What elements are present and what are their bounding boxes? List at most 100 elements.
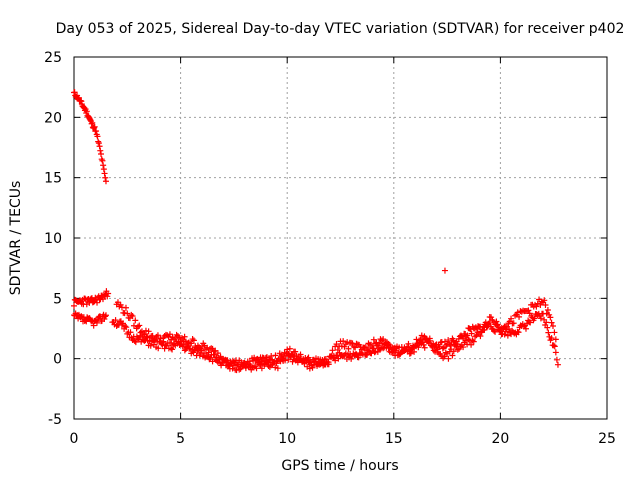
x-tick-labels: 0 5 10 15 20 25	[70, 431, 616, 447]
data-point	[547, 314, 554, 321]
data-point	[510, 320, 517, 327]
data-point	[306, 365, 313, 372]
data-point	[286, 345, 293, 352]
data-point	[281, 349, 288, 356]
data-point	[549, 322, 556, 329]
y-tick-label: 20	[44, 110, 62, 126]
y-tick-label: 25	[44, 50, 62, 66]
data-point	[122, 323, 129, 330]
data-point	[429, 344, 436, 351]
data-point	[134, 323, 141, 330]
data-point	[340, 338, 347, 345]
data-point	[492, 328, 499, 335]
data-point	[173, 331, 180, 338]
data-point	[214, 350, 221, 357]
data-point	[491, 327, 498, 334]
data-point	[261, 361, 268, 368]
data-point	[355, 354, 362, 361]
data-point	[412, 342, 419, 349]
data-point	[376, 346, 383, 353]
data-point	[477, 333, 484, 340]
data-point	[229, 365, 236, 372]
data-point	[285, 356, 292, 363]
data-point	[433, 345, 440, 352]
data-point	[531, 315, 538, 322]
data-point	[537, 315, 544, 322]
data-point	[548, 335, 555, 342]
data-point	[321, 361, 328, 368]
data-point	[416, 337, 423, 344]
data-point	[284, 346, 291, 353]
data-point	[88, 120, 95, 127]
data-point	[469, 337, 476, 344]
data-point	[441, 353, 448, 360]
data-point	[293, 352, 300, 359]
data-point	[149, 332, 156, 339]
data-point	[224, 362, 231, 369]
data-point	[552, 336, 559, 343]
data-point	[525, 307, 532, 314]
data-point	[445, 337, 452, 344]
data-point	[94, 133, 101, 140]
data-point	[172, 335, 179, 342]
data-point	[353, 351, 360, 358]
data-point	[216, 356, 223, 363]
data-point	[362, 344, 369, 351]
data-point	[250, 364, 257, 371]
data-point	[156, 338, 163, 345]
data-point	[450, 337, 457, 344]
data-point	[439, 345, 446, 352]
data-point	[300, 358, 307, 365]
data-point	[207, 354, 214, 361]
data-point	[468, 341, 475, 348]
data-point	[150, 337, 157, 344]
data-point	[420, 341, 427, 348]
data-point	[494, 321, 501, 328]
data-point	[533, 303, 540, 310]
data-point	[378, 337, 385, 344]
data-point	[253, 365, 260, 372]
data-point	[168, 345, 175, 352]
data-point	[71, 89, 78, 96]
data-point	[322, 356, 329, 363]
data-point	[553, 356, 560, 363]
data-point	[329, 347, 336, 354]
data-point	[464, 332, 471, 339]
data-point	[350, 343, 357, 350]
data-point	[272, 352, 279, 359]
data-point	[242, 365, 249, 372]
data-point	[397, 350, 404, 357]
data-point	[473, 332, 480, 339]
data-point	[93, 319, 100, 326]
data-point	[449, 352, 456, 359]
data-point	[272, 364, 279, 371]
x-tick-label: 20	[491, 431, 509, 447]
data-point	[102, 312, 109, 319]
data-point	[551, 343, 558, 350]
data-point	[420, 336, 427, 343]
data-point	[169, 346, 176, 353]
data-point	[258, 365, 265, 372]
data-point	[131, 338, 138, 345]
data-point	[262, 354, 269, 361]
data-point	[294, 356, 301, 363]
data-point	[145, 328, 152, 335]
data-point	[177, 338, 184, 345]
data-point	[552, 349, 559, 356]
data-point	[386, 341, 393, 348]
data-point	[99, 157, 106, 164]
data-point	[554, 361, 561, 368]
data-point	[470, 338, 477, 345]
data-point	[209, 358, 216, 365]
data-point	[332, 357, 339, 364]
data-point	[205, 349, 212, 356]
data-point	[78, 98, 85, 105]
data-point	[504, 323, 511, 330]
x-tick-label: 0	[70, 431, 79, 447]
data-point	[102, 174, 109, 181]
data-point	[112, 317, 119, 324]
data-point	[504, 332, 511, 339]
data-point	[550, 342, 557, 349]
